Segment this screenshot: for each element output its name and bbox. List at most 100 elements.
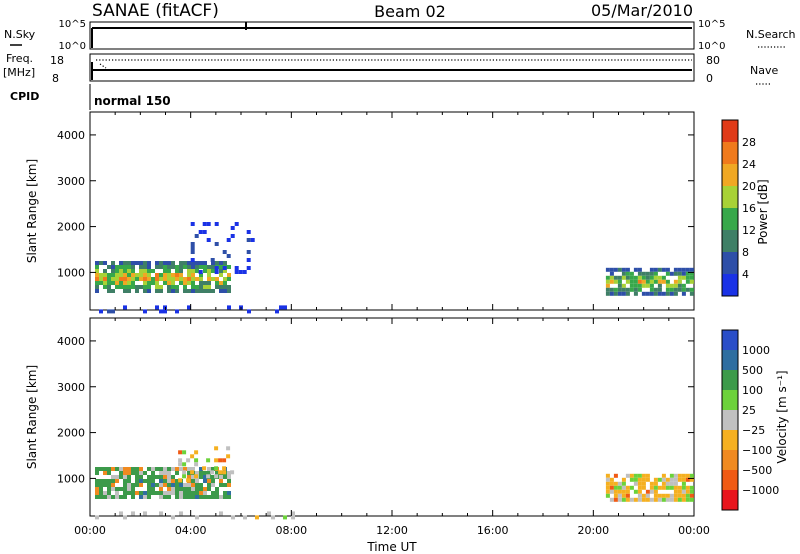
data-cell	[653, 493, 658, 498]
data-cell	[127, 479, 131, 483]
freq-tick-bottom: 8	[52, 72, 59, 85]
data-cell	[175, 495, 179, 499]
data-cell	[625, 493, 630, 498]
data-cell	[653, 497, 658, 502]
data-cell	[155, 281, 159, 285]
data-cell	[673, 489, 678, 494]
data-cell	[227, 289, 231, 293]
data-cell	[215, 487, 219, 491]
data-cell	[641, 481, 646, 486]
data-cell	[613, 279, 618, 284]
colorbar-tick-label: 25	[742, 404, 756, 417]
data-cell	[131, 265, 135, 269]
data-cell	[119, 261, 123, 265]
data-cell	[605, 473, 610, 478]
data-cell	[182, 462, 187, 467]
colorbar-tick-label: 20	[742, 180, 756, 193]
data-cell	[155, 483, 159, 487]
data-cell	[119, 511, 123, 516]
data-cell	[163, 479, 167, 483]
data-cell	[214, 242, 219, 246]
data-cell	[609, 497, 614, 502]
data-cell	[661, 477, 666, 482]
data-cell	[617, 279, 622, 284]
colorbar-tick-label: 500	[742, 364, 763, 377]
data-cell	[657, 267, 662, 272]
data-cell	[159, 273, 163, 277]
data-cell	[115, 285, 119, 289]
data-cell	[247, 309, 251, 314]
data-cell	[685, 279, 690, 284]
data-cell	[605, 275, 610, 280]
velocity-colorbar: 1000 500 100 25 −25 −100 −500 −1000	[721, 329, 779, 511]
data-cell	[223, 491, 227, 495]
data-cell	[163, 277, 167, 281]
y-tick-label: 2000	[57, 221, 85, 234]
data-cell	[653, 489, 658, 494]
data-cell	[123, 289, 127, 293]
data-cell	[143, 471, 147, 475]
data-cell	[685, 287, 690, 292]
data-cell	[214, 270, 219, 274]
colorbar-swatch	[722, 120, 738, 142]
data-cell	[605, 489, 610, 494]
x-tick-label: 00:00	[74, 524, 106, 537]
data-cell	[175, 479, 179, 483]
colorbar-tick-label: −1000	[742, 484, 779, 497]
data-cell	[191, 289, 195, 293]
data-cell	[190, 258, 195, 262]
data-cell	[103, 467, 107, 471]
data-cell	[218, 470, 223, 475]
x-tick-label: 08:00	[275, 524, 307, 537]
data-cell	[107, 495, 111, 499]
data-cell	[677, 279, 682, 284]
y-tick-label: 4000	[57, 129, 85, 142]
data-cell	[207, 281, 211, 285]
data-cell	[135, 261, 139, 265]
data-cell	[641, 493, 646, 498]
data-cell	[95, 515, 99, 520]
data-cell	[685, 271, 690, 276]
nsearch-tick-bottom: 10^0	[698, 41, 725, 52]
x-tick-label: 00:00	[678, 524, 710, 537]
data-cell	[673, 477, 678, 482]
data-cell	[127, 265, 131, 269]
data-cell	[139, 471, 143, 475]
data-cell	[199, 471, 203, 475]
data-cell	[219, 511, 223, 516]
data-cell	[613, 287, 618, 292]
data-cell	[123, 269, 127, 273]
data-cell	[95, 265, 99, 269]
data-cell	[151, 483, 155, 487]
data-cell	[95, 479, 99, 483]
data-cell	[214, 446, 219, 451]
nsky-tick-top: 10^5	[59, 19, 86, 30]
data-cell	[613, 473, 618, 478]
data-cell	[191, 479, 195, 483]
data-cell	[190, 242, 195, 246]
data-cell	[119, 495, 123, 499]
colorbar-tick-label: 12	[742, 224, 756, 237]
data-cell	[179, 281, 183, 285]
data-cell	[131, 495, 135, 499]
data-cell	[131, 273, 135, 277]
data-cell	[223, 495, 227, 499]
data-cell	[613, 275, 618, 280]
colorbar-frame	[721, 329, 739, 511]
data-cell	[661, 493, 666, 498]
data-cell	[689, 477, 694, 482]
data-cell	[183, 289, 187, 293]
data-cell	[665, 279, 670, 284]
data-cell	[167, 491, 171, 495]
data-cell	[665, 271, 670, 276]
data-cell	[143, 289, 147, 293]
data-cell	[159, 491, 163, 495]
data-cell	[625, 271, 630, 276]
data-cell	[115, 491, 119, 495]
data-cell	[103, 491, 107, 495]
data-cell	[123, 483, 127, 487]
data-cell	[107, 281, 111, 285]
data-cell	[183, 265, 187, 269]
data-cell	[207, 277, 211, 281]
data-cell	[111, 487, 115, 491]
